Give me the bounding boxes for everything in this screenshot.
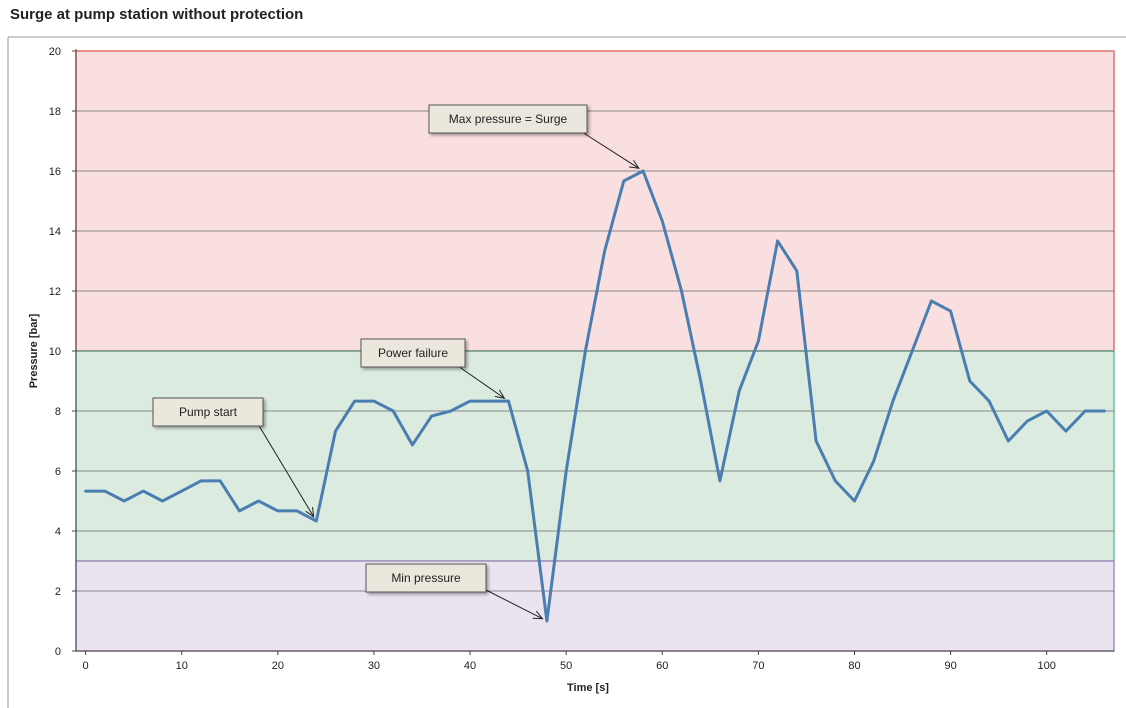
annotation-arrow (483, 588, 542, 619)
x-tick-label: 10 (176, 660, 188, 672)
x-tick-label: 40 (464, 660, 476, 672)
y-tick-labels: 0 2 4 6 8 10 12 14 16 18 20 (49, 46, 76, 658)
annotation: Min pressure (365, 563, 542, 619)
y-axis-label: Pressure [bar] (28, 313, 40, 388)
y-tick-label: 18 (49, 106, 61, 118)
x-tick-label: 20 (272, 660, 284, 672)
series (84, 169, 1106, 623)
annotation-arrow (581, 131, 639, 168)
y-tick-label: 6 (55, 466, 61, 478)
x-tick-label: 50 (560, 660, 572, 672)
annotation-text: Pump start (179, 405, 238, 419)
annotation: Power failure (360, 338, 504, 398)
band-2 (75, 560, 1115, 652)
chart-title: Surge at pump station without protection (10, 6, 304, 23)
y-tick-label: 12 (49, 286, 61, 298)
annotation: Pump start (152, 397, 314, 517)
y-tick-label: 14 (49, 226, 61, 238)
annotation-text: Min pressure (391, 571, 461, 585)
annotations: Max pressure = Surge Power failure Pump st… (152, 104, 639, 619)
x-tick-label: 0 (83, 660, 89, 672)
annotation-box (360, 338, 466, 368)
y-tick-label: 16 (49, 166, 61, 178)
x-tick-label: 90 (944, 660, 956, 672)
y-tick-label: 8 (55, 406, 61, 418)
axes (75, 49, 1114, 652)
series-line-0 (84, 169, 1106, 623)
annotation-box (152, 397, 264, 427)
x-tick-label: 80 (848, 660, 860, 672)
band-1 (75, 350, 1115, 562)
y-tick-label: 0 (55, 646, 61, 658)
annotation-text: Power failure (378, 346, 448, 360)
annotation: Max pressure = Surge (428, 104, 639, 168)
annotation-arrow (257, 423, 314, 517)
x-tick-labels: 0 10 20 30 40 50 60 70 80 90 100 (83, 651, 1056, 672)
x-tick-label: 100 (1038, 660, 1056, 672)
y-tick-label: 20 (49, 46, 61, 58)
annotation-arrow (457, 365, 504, 398)
x-axis-label: Time [s] (567, 682, 609, 694)
annotation-text: Max pressure = Surge (449, 112, 568, 126)
annotation-box (365, 563, 487, 593)
y-tick-label: 10 (49, 346, 61, 358)
y-tick-label: 2 (55, 586, 61, 598)
x-tick-label: 70 (752, 660, 764, 672)
annotation-box (428, 104, 588, 134)
x-tick-label: 30 (368, 660, 380, 672)
gridlines (76, 110, 1114, 592)
y-tick-label: 4 (55, 526, 61, 538)
x-tick-label: 60 (656, 660, 668, 672)
